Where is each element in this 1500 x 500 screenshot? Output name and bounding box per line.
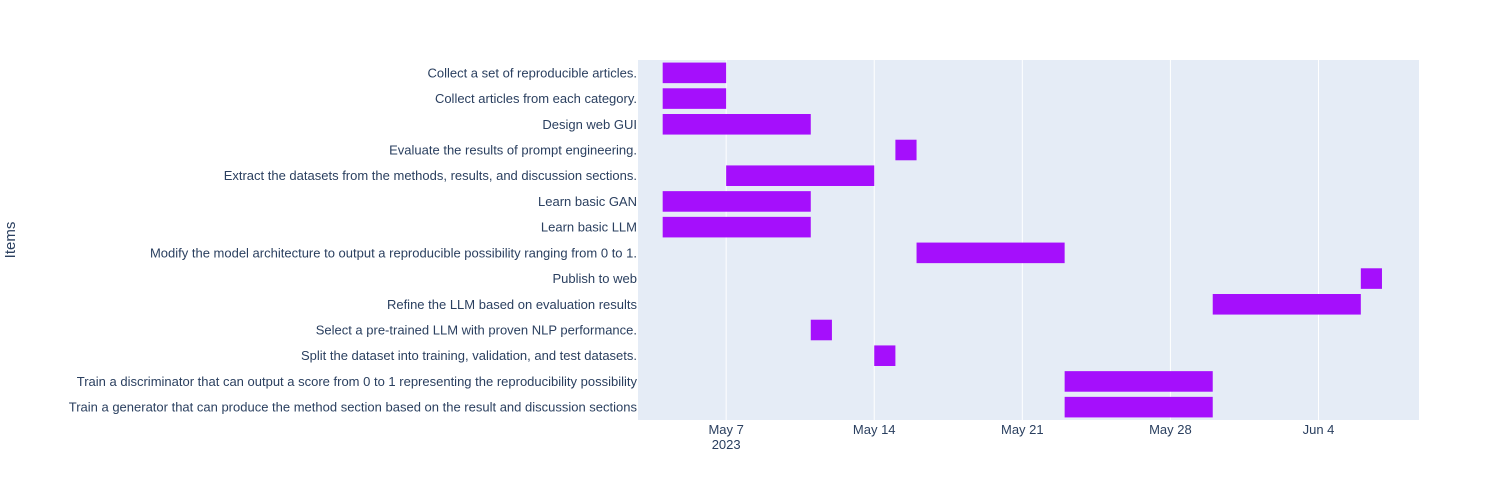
bars — [662, 62, 1382, 418]
x-tick-label: May 28 — [1149, 422, 1192, 437]
task-bar — [662, 114, 811, 135]
task-bar — [1212, 294, 1361, 315]
task-bar — [662, 62, 727, 84]
y-tick-label: Split the dataset into training, validat… — [301, 348, 637, 363]
y-tick-label: Train a generator that can produce the m… — [69, 400, 638, 415]
task-bar — [662, 88, 727, 109]
task-bar — [662, 216, 811, 238]
task-bar — [726, 165, 875, 186]
x-tick-label: May 21 — [1001, 422, 1044, 437]
task-bar — [916, 242, 1065, 264]
task-bar — [810, 319, 832, 341]
y-tick-label: Collect a set of reproducible articles. — [427, 65, 637, 80]
task-bar — [1064, 371, 1213, 392]
y-axis-title: Items — [2, 222, 19, 259]
y-tick-labels: Collect a set of reproducible articles. C… — [69, 65, 638, 414]
y-tick-label: Select a pre-trained LLM with proven NLP… — [316, 323, 637, 338]
x-tick-label: May 14 — [853, 422, 896, 437]
x-tick-year-label: 2023 — [712, 437, 741, 452]
x-tick-label: Jun 4 — [1303, 422, 1335, 437]
task-bar — [662, 191, 811, 212]
x-tick-label: May 7 — [708, 422, 743, 437]
task-bar — [895, 139, 917, 161]
task-bar — [1360, 268, 1382, 289]
y-tick-label: Evaluate the results of prompt engineeri… — [389, 143, 637, 158]
y-tick-label: Learn basic LLM — [541, 220, 637, 235]
y-tick-label: Learn basic GAN — [538, 194, 637, 209]
y-tick-label: Publish to web — [552, 271, 637, 286]
y-tick-label: Train a discriminator that can output a … — [77, 374, 638, 389]
y-tick-label: Refine the LLM based on evaluation resul… — [387, 297, 638, 312]
y-tick-label: Extract the datasets from the methods, r… — [224, 168, 637, 183]
task-bar — [1064, 396, 1213, 418]
task-bar — [874, 345, 896, 366]
y-tick-label: Collect articles from each category. — [435, 91, 637, 106]
y-tick-label: Design web GUI — [542, 117, 637, 132]
y-tick-label: Modify the model architecture to output … — [150, 245, 637, 260]
